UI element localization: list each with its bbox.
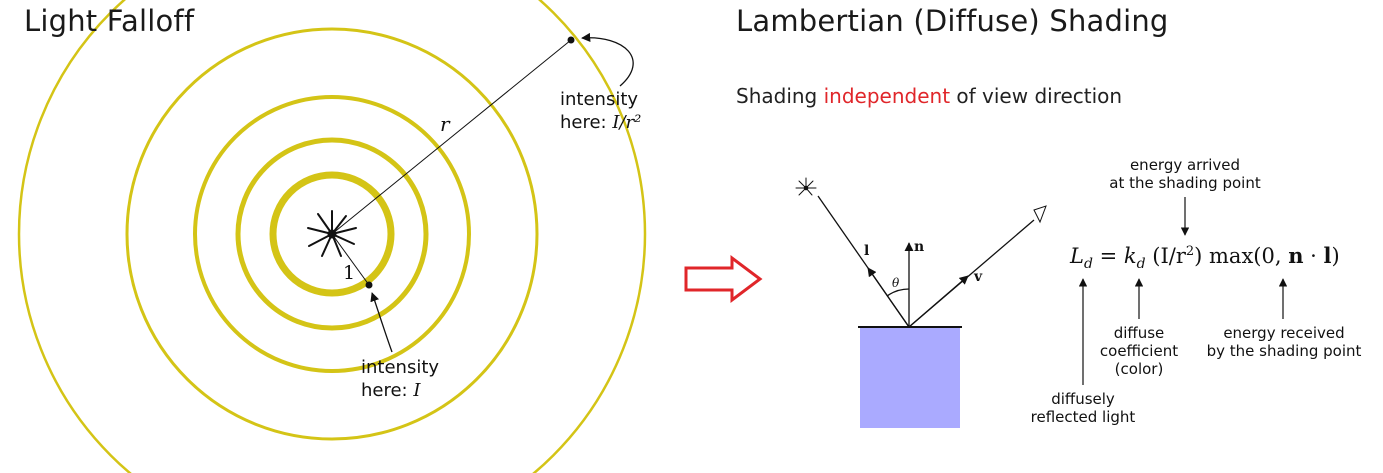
- outer-annotation-arrow: [581, 32, 634, 87]
- formula-coef: k: [1123, 244, 1137, 268]
- left-title: Light Falloff: [24, 4, 195, 38]
- formula-n: n: [1288, 243, 1304, 268]
- lambert-formula: Ld = kd (I/r2) max(0, n · l): [1070, 243, 1340, 272]
- outer-intensity-annotation: intensity here: I/r²: [560, 88, 641, 134]
- subtitle-prefix: Shading: [736, 84, 824, 108]
- energy-received-line2: by the shading point: [1206, 342, 1362, 360]
- formula-l: l: [1323, 243, 1332, 268]
- formula-intensity: (I/r: [1145, 244, 1186, 268]
- inner-annotation-arrow: [370, 292, 393, 353]
- diffusely-reflected-annotation: diffusely reflected light: [1023, 390, 1143, 426]
- outer-here-text: here:: [560, 112, 613, 133]
- energy-arrived-annotation: energy arrived at the shading point: [1100, 156, 1270, 192]
- normal-vector-label: n: [914, 239, 925, 255]
- ring-3: [193, 95, 471, 373]
- outer-intensity-math: I/r²: [612, 112, 642, 133]
- inner-intensity-line2: here: I: [361, 379, 439, 402]
- formula-coef-sub: d: [1136, 256, 1146, 273]
- theta-arc: [886, 288, 910, 297]
- subtitle-highlight: independent: [823, 84, 951, 108]
- ring-4: [125, 27, 539, 441]
- surface-block: [860, 328, 960, 428]
- light-vector-label: l: [864, 243, 870, 259]
- inner-point: [365, 281, 373, 289]
- radius-line-r: [331, 39, 572, 235]
- viewer-eye-icon: [1033, 205, 1047, 224]
- formula-lhs: L: [1070, 244, 1084, 268]
- ring-1: [269, 171, 395, 297]
- formula-max: ) max(0,: [1194, 244, 1289, 268]
- diffusely-reflected-line1: diffusely: [1051, 390, 1115, 408]
- energy-received-annotation: energy received by the shading point: [1204, 324, 1364, 360]
- theta-label: θ: [892, 276, 900, 290]
- inner-here-text: here:: [361, 380, 414, 401]
- formula-dot: ·: [1303, 244, 1324, 268]
- diffuse-coef-line1: diffuse: [1113, 324, 1165, 342]
- view-vector: [908, 275, 969, 328]
- diffuse-coef-line3: (color): [1114, 360, 1164, 378]
- outer-intensity-line2: here: I/r²: [560, 111, 641, 134]
- view-vector-label: v: [974, 269, 983, 285]
- subtitle: Shading independent of view direction: [736, 84, 1122, 108]
- light-vector: [867, 267, 910, 328]
- energy-arrived-line2: at the shading point: [1109, 174, 1261, 192]
- vectors: [817, 195, 1035, 328]
- inner-intensity-math: I: [413, 380, 421, 401]
- ring-2: [235, 137, 429, 331]
- inner-intensity-line1: intensity: [361, 357, 440, 378]
- radius-line-1: [331, 233, 370, 286]
- ring-5: [17, 0, 647, 473]
- radius-label: r: [440, 112, 450, 136]
- small-light-icon: [795, 177, 817, 196]
- formula-eq: =: [1092, 244, 1124, 268]
- formula-close: ): [1331, 244, 1340, 268]
- right-title: Lambertian (Diffuse) Shading: [736, 4, 1169, 38]
- transition-arrow-icon: [684, 255, 763, 303]
- diffuse-coef-line2: coefficient: [1099, 342, 1179, 360]
- diffusely-reflected-line2: reflected light: [1030, 408, 1136, 426]
- outer-intensity-line1: intensity: [560, 89, 639, 110]
- falloff-rings: [17, 0, 647, 473]
- energy-received-line1: energy received: [1223, 324, 1345, 342]
- formula-lhs-sub: d: [1083, 256, 1093, 273]
- outer-point: [567, 36, 575, 44]
- diffuse-coef-annotation: diffuse coefficient (color): [1094, 324, 1184, 378]
- unit-radius-label: 1: [343, 262, 356, 284]
- energy-arrived-line1: energy arrived: [1129, 156, 1241, 174]
- inner-intensity-annotation: intensity here: I: [361, 356, 439, 402]
- subtitle-suffix: of view direction: [950, 84, 1123, 108]
- formula-intensity-sup: 2: [1185, 244, 1195, 259]
